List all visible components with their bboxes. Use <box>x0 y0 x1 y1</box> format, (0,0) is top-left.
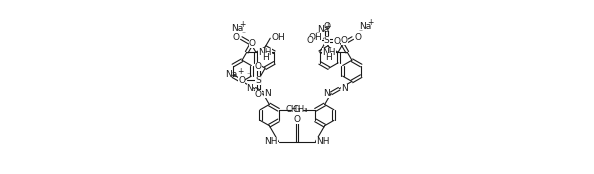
Text: N: N <box>247 84 254 93</box>
Text: +: + <box>324 22 331 31</box>
Text: +: + <box>239 20 245 29</box>
Text: ⁻: ⁻ <box>241 30 245 39</box>
Text: NH: NH <box>317 137 330 146</box>
Text: O: O <box>238 76 245 85</box>
Text: O: O <box>293 115 301 124</box>
Text: H: H <box>262 53 268 62</box>
Text: O: O <box>232 33 239 42</box>
Text: Na: Na <box>225 70 238 79</box>
Text: O: O <box>249 39 256 48</box>
Text: CH₃: CH₃ <box>292 105 308 114</box>
Text: S: S <box>324 36 330 45</box>
Text: O: O <box>307 36 314 45</box>
Text: O: O <box>333 37 340 46</box>
Text: NH: NH <box>258 48 272 57</box>
Text: +: + <box>366 18 373 27</box>
Text: NH: NH <box>264 137 277 146</box>
Text: N: N <box>323 89 330 98</box>
Text: ⁻: ⁻ <box>315 29 319 38</box>
Text: O: O <box>323 22 330 31</box>
Text: ⁻: ⁻ <box>247 70 251 79</box>
Text: Na: Na <box>231 24 244 33</box>
Text: CH₃: CH₃ <box>286 105 301 114</box>
Text: +: + <box>238 67 244 76</box>
Text: Na: Na <box>359 22 371 31</box>
Text: O: O <box>255 62 261 71</box>
Text: N: N <box>264 89 271 98</box>
Text: S: S <box>255 76 261 85</box>
Text: O: O <box>355 33 362 42</box>
Text: O: O <box>341 36 347 45</box>
Text: H: H <box>326 53 332 62</box>
Text: Na: Na <box>317 25 329 34</box>
Text: ⁻: ⁻ <box>358 27 362 36</box>
Text: NH: NH <box>322 48 336 57</box>
Text: OH: OH <box>308 33 322 42</box>
Text: OH: OH <box>271 33 286 42</box>
Text: O: O <box>255 90 261 99</box>
Text: N: N <box>340 84 347 93</box>
